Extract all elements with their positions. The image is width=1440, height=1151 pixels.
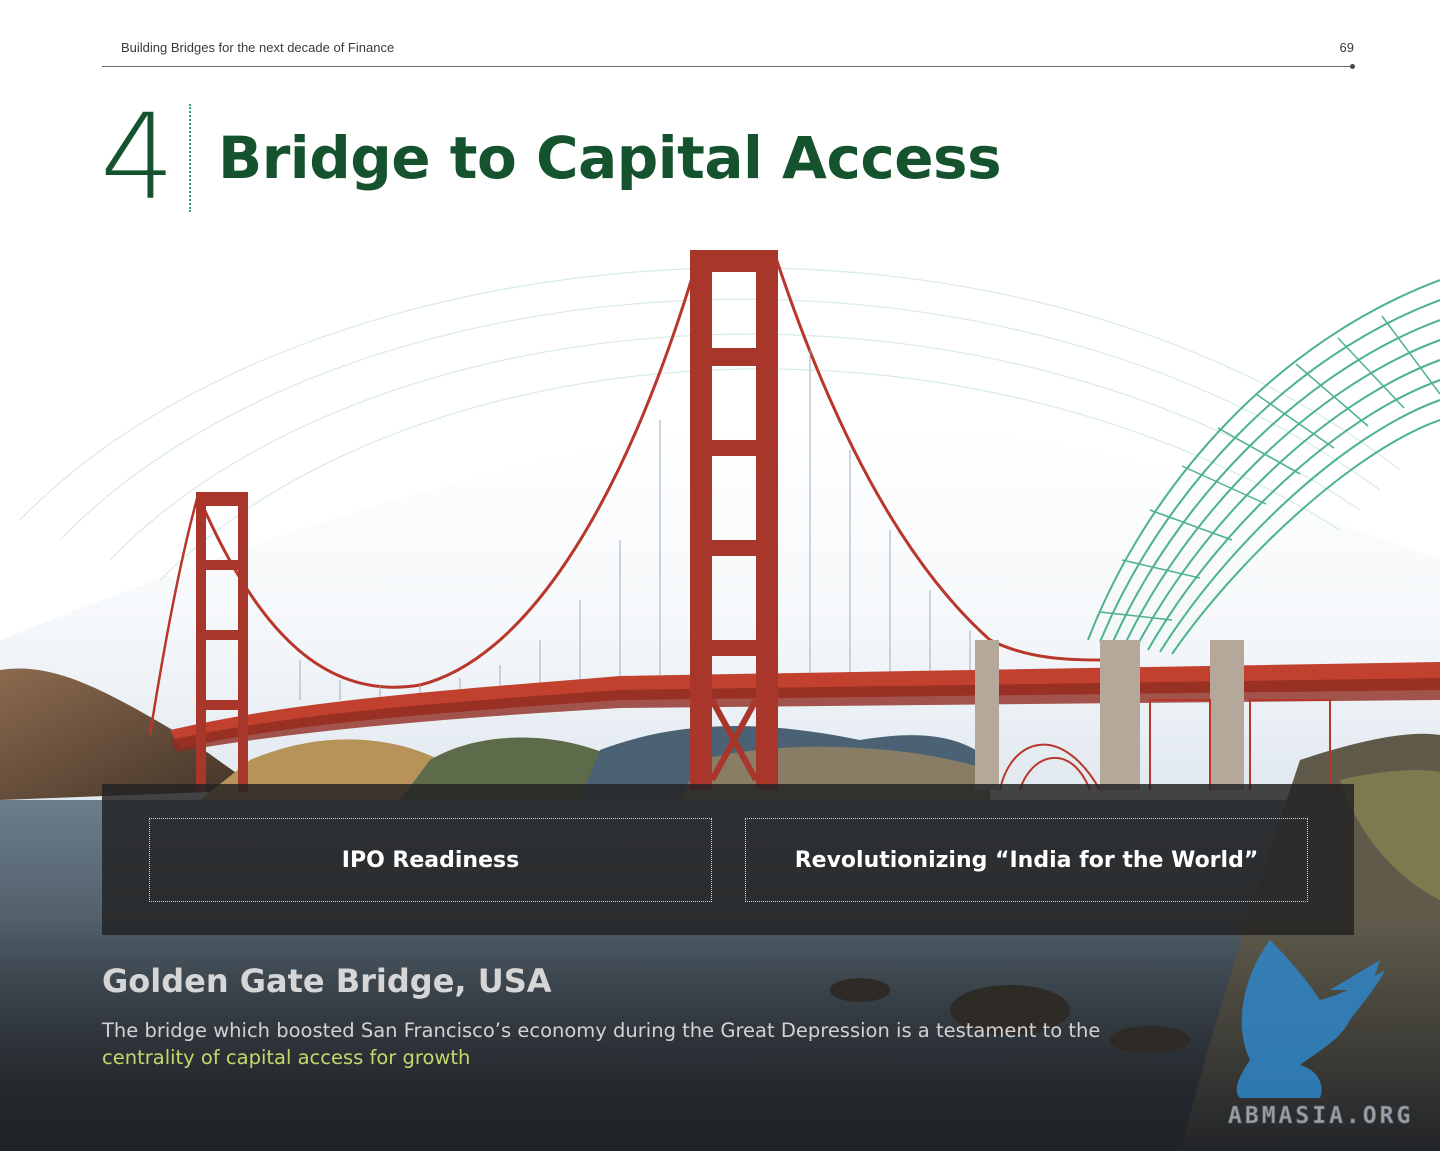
chapter-number: 4 xyxy=(100,88,176,226)
running-header: Building Bridges for the next decade of … xyxy=(121,40,395,55)
option-india-for-the-world[interactable]: Revolutionizing “India for the World” xyxy=(745,818,1308,902)
caption-body-text: The bridge which boosted San Francisco’s… xyxy=(102,1019,1101,1042)
caption-title: Golden Gate Bridge, USA xyxy=(102,962,552,1000)
chapter-title: Bridge to Capital Access xyxy=(218,124,1002,192)
header-rule xyxy=(102,66,1354,67)
chapter-separator xyxy=(189,104,191,212)
caption-highlight: centrality of capital access for growth xyxy=(102,1046,471,1069)
page-number: 69 xyxy=(1339,40,1354,55)
watermark-text: ABMASIA.ORG xyxy=(1227,1103,1414,1130)
header-rule-dot xyxy=(1350,64,1355,69)
option-ipo-readiness[interactable]: IPO Readiness xyxy=(149,818,712,902)
caption-body: The bridge which boosted San Francisco’s… xyxy=(102,1017,1152,1071)
options-panel: IPO Readiness Revolutionizing “India for… xyxy=(102,784,1354,935)
watermark-emblem-icon xyxy=(1236,940,1385,1098)
